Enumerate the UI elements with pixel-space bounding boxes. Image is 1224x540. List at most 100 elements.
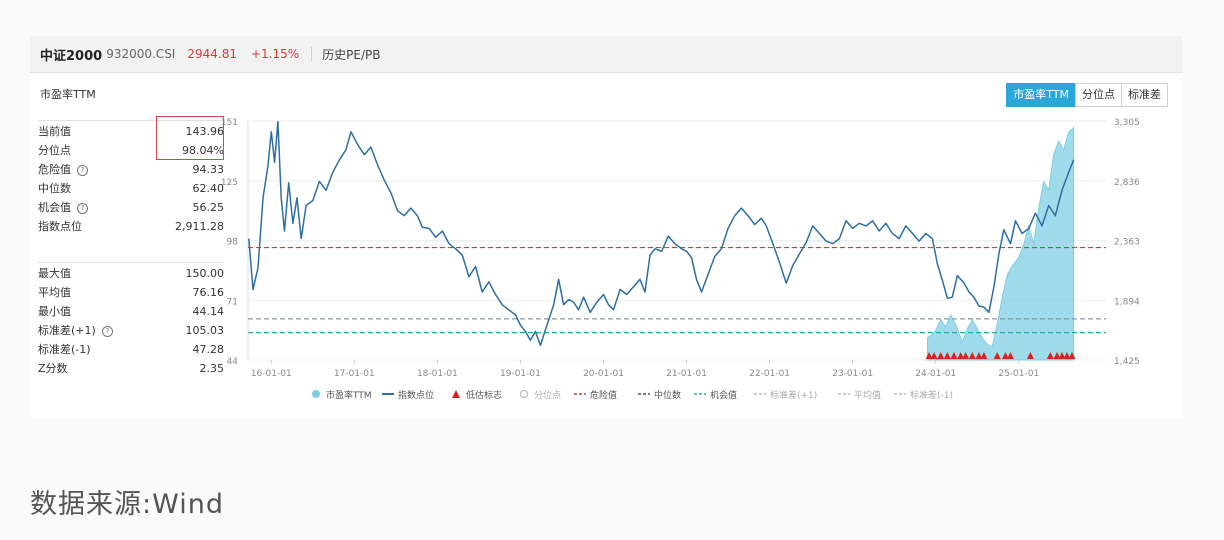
undervalued-marker [937,352,945,359]
hist-stat-label: 标准差(+1)? [38,321,113,340]
index-header: 中证2000 932000.CSI 2944.81 +1.15% 历史PE/PB [30,36,1182,73]
hist-stat-row: 标准差(-1) 47.28 [38,340,224,359]
valuation-panel: 中证2000 932000.CSI 2944.81 +1.15% 历史PE/PB… [30,36,1182,418]
pe-ttm-area [926,126,1075,361]
y-left-tick-label: 125 [221,178,238,188]
stat-row: 机会值? 56.25 [38,198,224,217]
stat-row: 分位点 98.04% [38,141,224,160]
y-right-tick-label: 2,836 [1114,178,1140,188]
hist-stat-row: 最大值 150.00 [38,264,224,283]
undervalued-marker [1068,352,1076,359]
stat-row: 危险值? 94.33 [38,160,224,179]
hist-stat-row: 最小值 44.14 [38,302,224,321]
x-tick-label: 23-01-01 [832,369,873,379]
y-left-tick-label: 151 [221,118,238,128]
stat-value: 143.96 [185,125,225,138]
stat-label: 中位数 [38,182,71,195]
hist-stat-value: 44.14 [192,305,225,318]
legend-dot-icon [312,390,320,398]
stat-value: 62.40 [192,182,225,195]
x-tick-label: 19-01-01 [500,369,541,379]
y-left-tick-label: 71 [227,297,238,307]
x-tick-label: 16-01-01 [251,369,292,379]
y-right-tick-label: 1,425 [1114,357,1140,367]
undervalued-marker [1058,352,1066,359]
pe-chart: 44 71 98 125 151 1,425 1,894 2,363 2,836 3,305 16-… [221,118,1140,401]
index-name: 中证2000 [40,48,103,64]
legend-label[interactable]: 指数点位 [398,389,434,401]
x-tick-label: 18-01-01 [417,369,458,379]
hist-stat-label: 最小值 [38,305,71,318]
stat-row: 指数点位 2,911.28 [38,217,224,236]
stat-row: 中位数 62.40 [38,179,224,198]
undervalued-marker [975,352,983,359]
stats-divider-bottom [38,262,224,263]
undervalued-marker [950,352,958,359]
undervalued-marker [925,352,933,359]
legend-label[interactable]: 危险值 [590,389,617,401]
undervalued-marker [962,352,970,359]
hist-stat-label: Z分数 [38,362,68,375]
undervalued-marker [1006,352,1014,359]
tab-pe-ttm[interactable]: 市盈率TTM [1006,83,1076,107]
legend-hollow-dot-icon [519,389,529,399]
undervalued-marker [993,352,1001,359]
x-tick-label: 20-01-01 [583,369,624,379]
stat-label: 指数点位 [38,220,82,233]
metric-title: 市盈率TTM [40,88,96,101]
stat-value: 98.04% [182,144,224,157]
legend-label[interactable]: 平均值 [854,389,881,401]
x-tick-label: 21-01-01 [666,369,707,379]
hist-stat-label: 标准差(-1) [38,343,91,356]
stat-label: 当前值 [38,125,71,138]
legend-label[interactable]: 机会值 [710,389,737,401]
undervalued-marker [980,352,988,359]
metric-tabs: 市盈率TTM 分位点 标准差 [1006,83,1168,107]
undervalued-marker [968,352,976,359]
stats-history: 最大值 150.00 平均值 76.16 最小值 44.14 标准差(+1)? 105.03 标… [38,264,224,378]
stat-value: 56.25 [192,201,225,214]
info-icon[interactable]: ? [101,325,113,337]
info-icon[interactable]: ? [77,202,88,214]
undervalued-marker [1046,352,1054,359]
hist-stat-label: 平均值 [38,286,71,299]
legend-label[interactable]: 低估标志 [466,389,502,401]
undervalued-marker [930,352,938,359]
legend-label[interactable]: 市盈率TTM [326,389,372,401]
legend-label[interactable]: 中位数 [654,389,681,401]
undervalued-marker [943,352,951,359]
hist-stat-value: 105.03 [185,324,225,337]
legend-label[interactable]: 标准差(-1) [910,389,953,401]
tab-percentile[interactable]: 分位点 [1075,83,1122,107]
hist-stat-value: 47.28 [192,343,225,356]
history-pe-pb-link[interactable]: 历史PE/PB [322,47,381,62]
undervalued-marker [1063,352,1071,359]
index-change: +1.15% [250,47,300,61]
hist-stat-row: 标准差(+1)? 105.03 [38,321,224,340]
current-highlight-box [156,116,224,160]
index-price: 2944.81 [187,47,237,61]
stat-value: 2,911.28 [175,220,224,233]
stat-row: 当前值 143.96 [38,122,224,141]
stats-current: 当前值 143.96 分位点 98.04% 危险值? 94.33 中位数 62.40 机会值? 5… [38,116,224,236]
legend-label[interactable]: 标准差(+1) [770,389,817,401]
legend-label[interactable]: 分位点 [534,389,561,401]
tab-std-dev[interactable]: 标准差 [1121,83,1168,107]
hist-stat-row: Z分数 2.35 [38,359,224,378]
stats-divider-top [38,120,224,121]
x-tick-label: 17-01-01 [334,369,375,379]
stat-label: 危险值? [38,160,88,179]
stat-value: 94.33 [192,163,225,176]
index-level-line [248,120,1075,347]
x-tick-label: 25-01-01 [998,369,1039,379]
info-icon[interactable]: ? [77,164,88,176]
y-left-tick-label: 98 [227,238,239,248]
y-right-tick-label: 3,305 [1114,118,1140,128]
x-tick-label: 24-01-01 [915,369,956,379]
hist-stat-row: 平均值 76.16 [38,283,224,302]
hist-stat-value: 2.35 [199,362,225,375]
undervalued-marker [957,352,965,359]
hist-stat-value: 76.16 [192,286,225,299]
header-separator [311,47,313,61]
undervalued-marker [1053,352,1061,359]
